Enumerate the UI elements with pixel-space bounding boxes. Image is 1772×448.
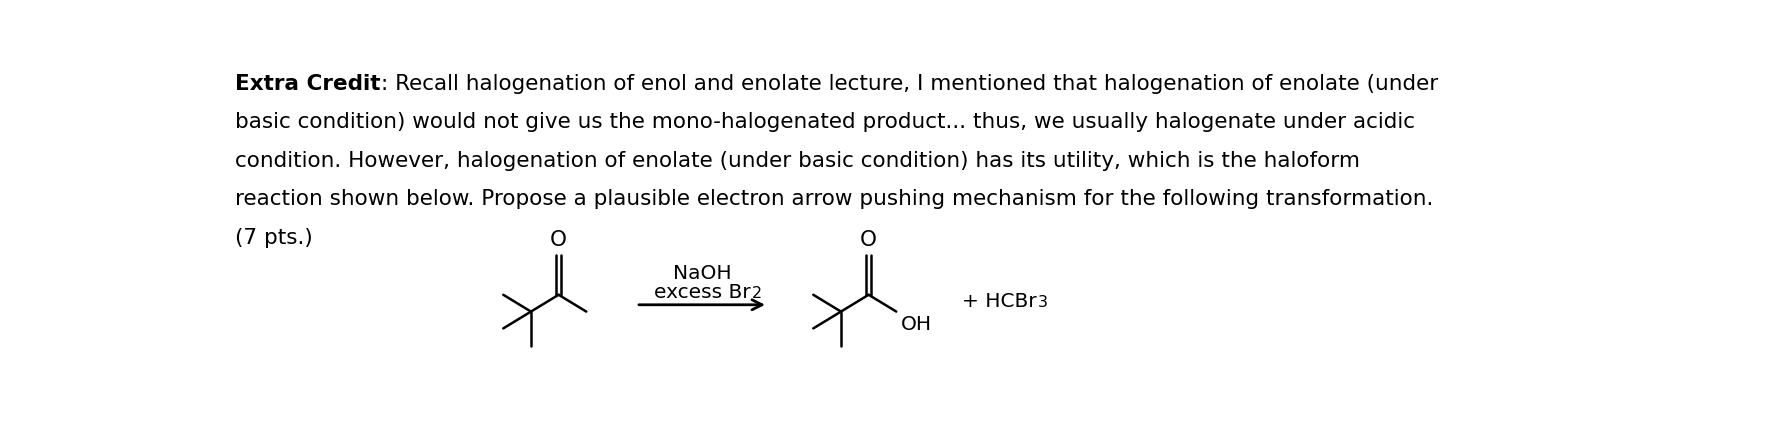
Text: (7 pts.): (7 pts.) [236,228,314,248]
Text: 3: 3 [1038,295,1047,310]
Text: reaction shown below. Propose a plausible electron arrow pushing mechanism for t: reaction shown below. Propose a plausibl… [236,190,1434,209]
Text: Extra Credit: Extra Credit [236,74,381,94]
Text: OH: OH [900,314,932,334]
Text: O: O [859,230,877,250]
Text: excess Br: excess Br [654,283,750,302]
Text: NaOH: NaOH [673,264,732,283]
Text: : Recall halogenation of enol and enolate lecture, I mentioned that halogenation: : Recall halogenation of enol and enolat… [381,74,1439,94]
Text: 2: 2 [751,286,762,301]
Text: + HCBr: + HCBr [962,292,1037,311]
Text: condition. However, halogenation of enolate (under basic condition) has its util: condition. However, halogenation of enol… [236,151,1361,171]
Text: basic condition) would not give us the mono-halogenated product... thus, we usua: basic condition) would not give us the m… [236,112,1416,132]
Text: O: O [549,230,567,250]
